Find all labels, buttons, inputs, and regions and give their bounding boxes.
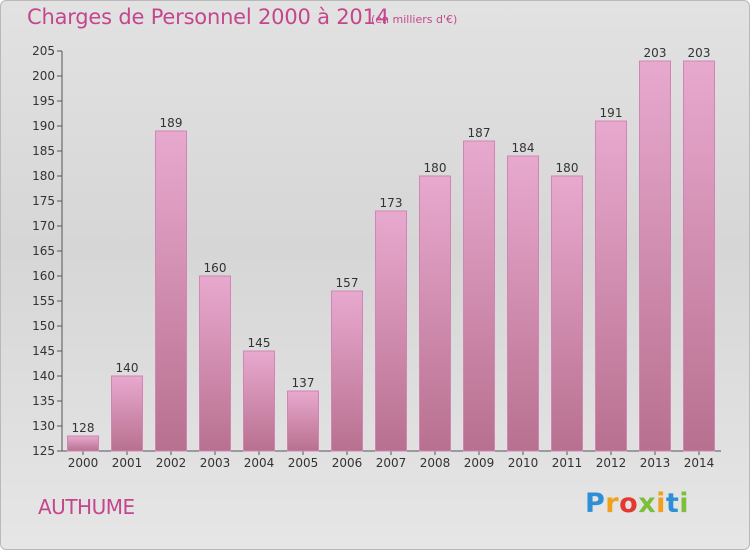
bar — [199, 275, 231, 452]
bar — [463, 140, 495, 452]
logo-letter: x — [638, 488, 657, 519]
bar-value-label: 184 — [512, 141, 535, 155]
x-tick-label: 2011 — [552, 456, 583, 470]
x-tick-label: 2006 — [332, 456, 363, 470]
bars — [67, 60, 715, 452]
bar — [155, 130, 187, 452]
x-tick-label: 2000 — [68, 456, 99, 470]
y-tick-label: 175 — [32, 194, 55, 208]
bar-value-label: 160 — [204, 261, 227, 275]
logo-letter: o — [619, 488, 639, 519]
x-tick-label: 2004 — [244, 456, 275, 470]
y-tick-label: 165 — [32, 244, 55, 258]
bar-value-label: 128 — [72, 421, 95, 435]
bar-value-label: 145 — [248, 336, 271, 350]
bar — [507, 155, 539, 452]
y-tick-label: 155 — [32, 294, 55, 308]
y-tick-label: 125 — [32, 444, 55, 458]
y-tick-label: 130 — [32, 419, 55, 433]
y-tick-label: 160 — [32, 269, 55, 283]
town-name: AUTHUME — [38, 495, 135, 519]
y-tick-label: 135 — [32, 394, 55, 408]
y-tick-label: 150 — [32, 319, 55, 333]
y-tick-label: 190 — [32, 119, 55, 133]
bar-value-label: 180 — [424, 161, 447, 175]
bar-value-label: 203 — [644, 46, 667, 60]
proxiti-logo: Proxiti — [585, 488, 689, 519]
unit-note: (en milliers d'€) — [371, 13, 458, 26]
y-tick-label: 195 — [32, 94, 55, 108]
x-tick-label: 2003 — [200, 456, 231, 470]
bar-value-label: 191 — [600, 106, 623, 120]
bar-value-label: 189 — [160, 116, 183, 130]
y-tick-label: 170 — [32, 219, 55, 233]
bar — [551, 175, 583, 452]
logo-letter: r — [605, 488, 620, 519]
x-tick-label: 2009 — [464, 456, 495, 470]
bar — [243, 350, 275, 452]
bar — [419, 175, 451, 452]
x-tick-label: 2013 — [640, 456, 671, 470]
value-labels: 128 140 189 160 145 137 157 173 180 187 184 180 191 2… — [72, 46, 711, 435]
logo-letter: P — [585, 488, 606, 519]
bar — [683, 60, 715, 452]
logo-letter: i — [679, 488, 690, 519]
bar — [331, 290, 363, 452]
bar-value-label: 137 — [292, 376, 315, 390]
bar-value-label: 187 — [468, 126, 491, 140]
bar — [111, 375, 143, 452]
x-tick-label: 2005 — [288, 456, 319, 470]
bar — [639, 60, 671, 452]
axes: 125 130 135 140 145 150 155 160 165 170 175 180 185 1… — [32, 44, 721, 470]
bar-value-label: 180 — [556, 161, 579, 175]
bar-value-label: 203 — [688, 46, 711, 60]
bar-value-label: 157 — [336, 276, 359, 290]
bar — [67, 435, 99, 452]
x-tick-label: 2001 — [112, 456, 143, 470]
y-tick-label: 180 — [32, 169, 55, 183]
bar — [375, 210, 407, 452]
x-tick-label: 2007 — [376, 456, 407, 470]
x-tick-label: 2014 — [684, 456, 715, 470]
y-tick-label: 145 — [32, 344, 55, 358]
y-tick-label: 205 — [32, 44, 55, 58]
bar-value-label: 140 — [116, 361, 139, 375]
x-tick-label: 2008 — [420, 456, 451, 470]
x-tick-label: 2010 — [508, 456, 539, 470]
y-tick-label: 185 — [32, 144, 55, 158]
bar — [287, 390, 319, 452]
chart-title: Charges de Personnel 2000 à 2014 — [27, 5, 389, 29]
y-tick-label: 200 — [32, 69, 55, 83]
y-tick-label: 140 — [32, 369, 55, 383]
x-tick-label: 2002 — [156, 456, 187, 470]
bar-value-label: 173 — [380, 196, 403, 210]
x-tick-label: 2012 — [596, 456, 627, 470]
logo-letter: i — [656, 488, 666, 519]
bar — [595, 120, 627, 452]
logo-letter: t — [665, 488, 680, 519]
